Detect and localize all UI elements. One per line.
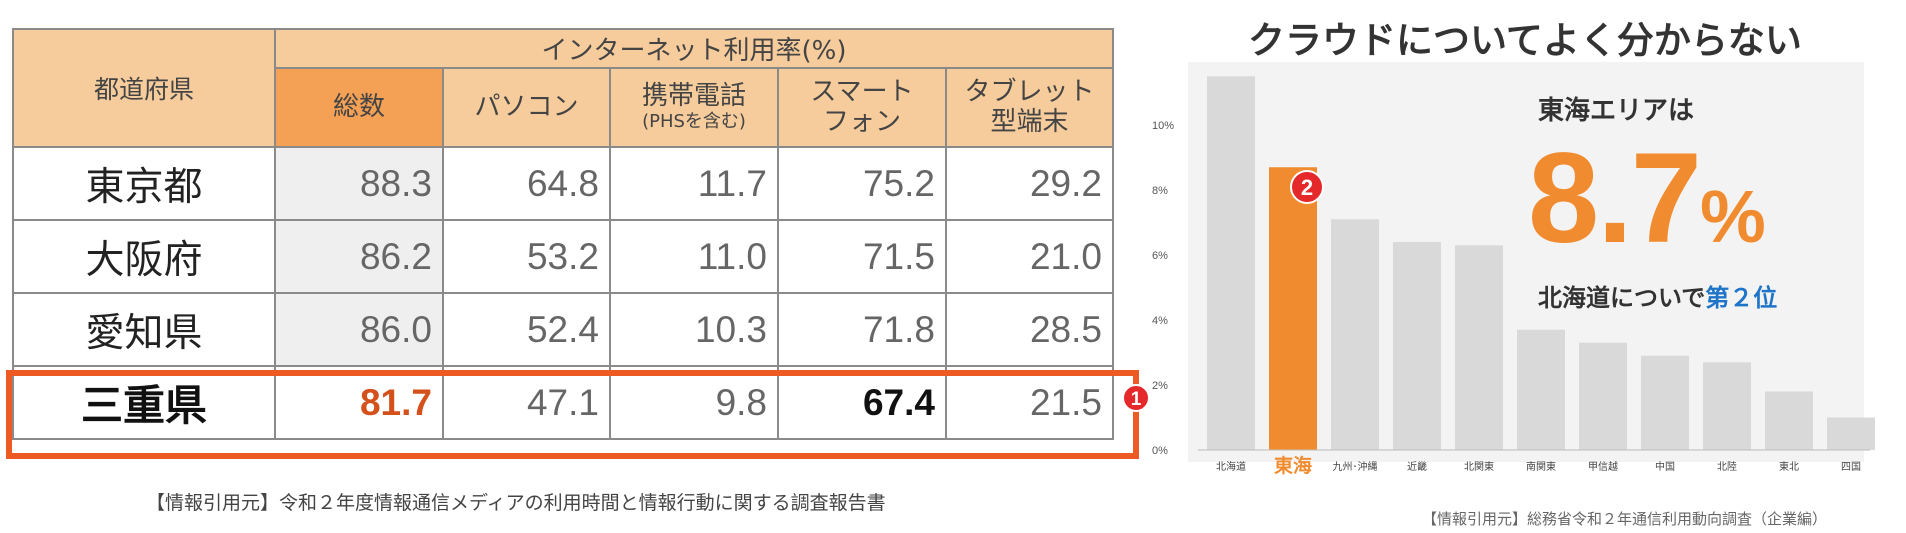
- bar-九州･沖縄: [1331, 219, 1379, 450]
- bar-甲信越: [1579, 342, 1627, 450]
- x-tick-label: 近畿: [1407, 460, 1427, 473]
- table-row: 愛知県 86.0 52.4 10.3 71.8 28.5: [12, 292, 1114, 367]
- prefecture-header: 都道府県: [12, 28, 276, 148]
- value-cell: 9.8: [609, 365, 779, 440]
- x-tick-label: 四国: [1841, 461, 1861, 473]
- bar-近畿: [1393, 242, 1441, 450]
- bar-中国: [1641, 355, 1689, 450]
- pref-cell: 愛知県: [12, 292, 276, 367]
- x-tick-label: 東海: [1274, 454, 1312, 477]
- pref-cell: 三重県: [12, 365, 276, 440]
- value-cell: 21.0: [945, 219, 1114, 294]
- value-cell: 71.5: [777, 219, 947, 294]
- value-cell: 53.2: [442, 219, 611, 294]
- y-tick-label: 6%: [1152, 250, 1168, 262]
- x-tick-label: 北海道: [1216, 460, 1246, 473]
- x-tick-label: 中国: [1655, 460, 1675, 473]
- col-header-smartphone: スマート フォン: [777, 67, 947, 148]
- bar-北陸: [1703, 362, 1751, 450]
- x-tick-label: 北関東: [1464, 460, 1494, 473]
- bar-東北: [1765, 391, 1813, 450]
- x-tick-label: 甲信越: [1588, 460, 1618, 473]
- bar-chart: 0% 2% 4% 6% 8% 10% 北海道 東海 九州･沖縄 近畿 北関東 南関東 甲信越 中国 北陸 東北…: [1152, 76, 1875, 477]
- value-cell: 64.8: [442, 146, 611, 221]
- col-header-mobile: 携帯電話 (PHSを含む): [609, 67, 779, 148]
- number-badge-1: 1: [1122, 384, 1150, 412]
- value-cell: 47.1: [442, 365, 611, 440]
- x-tick-label: 南関東: [1526, 460, 1556, 473]
- value-cell: 11.0: [609, 219, 779, 294]
- pref-cell: 東京都: [12, 146, 276, 221]
- value-cell: 52.4: [442, 292, 611, 367]
- value-cell: 86.0: [274, 292, 444, 367]
- bar-東海: [1269, 167, 1317, 450]
- table-row: 大阪府 86.2 53.2 11.0 71.5 21.0: [12, 219, 1114, 294]
- value-cell: 67.4: [777, 365, 947, 440]
- number-badge-2: 2: [1290, 170, 1324, 204]
- x-tick-label: 北陸: [1717, 460, 1737, 473]
- value-cell: 88.3: [274, 146, 444, 221]
- col-header-tablet: タブレット 型端末: [945, 67, 1114, 148]
- y-tick-label: 0%: [1152, 445, 1168, 457]
- internet-usage-table: 都道府県 インターネット利用率(%) 総数 パソコン 携帯電話 (PHSを含む) …: [12, 28, 1114, 440]
- y-tick-label: 2%: [1152, 380, 1168, 392]
- value-cell: 10.3: [609, 292, 779, 367]
- bar-四国: [1827, 417, 1875, 450]
- value-cell: 28.5: [945, 292, 1114, 367]
- callout-value: 8.7%: [1528, 127, 1766, 270]
- value-cell: 86.2: [274, 219, 444, 294]
- table-source-note: 【情報引用元】令和２年度情報通信メディアの利用時間と情報行動に関する調査報告書: [146, 492, 886, 514]
- chart-title: クラウドについてよく分からない: [1248, 19, 1802, 62]
- col-header-pc: パソコン: [442, 67, 611, 148]
- y-tick-label: 10%: [1152, 120, 1174, 132]
- callout-title: 東海エリアは: [1538, 96, 1695, 126]
- col-header-total: 総数: [274, 67, 444, 148]
- callout-subtitle: 北海道についで第２位: [1538, 284, 1778, 312]
- pref-cell: 大阪府: [12, 219, 276, 294]
- chart-source-note: 【情報引用元】総務省令和２年通信利用動向調査（企業編）: [1422, 510, 1828, 528]
- bar-南関東: [1517, 329, 1565, 450]
- highlight-frame: [6, 370, 1139, 459]
- internet-usage-table-wrap: 都道府県 インターネット利用率(%) 総数 パソコン 携帯電話 (PHSを含む) …: [12, 28, 1114, 440]
- bar-北海道: [1207, 76, 1255, 450]
- value-cell: 75.2: [777, 146, 947, 221]
- table-row: 東京都 88.3 64.8 11.7 75.2 29.2: [12, 146, 1114, 221]
- y-tick-label: 8%: [1152, 185, 1168, 197]
- x-tick-label: 九州･沖縄: [1333, 460, 1378, 473]
- table-row-highlighted: 三重県 81.7 47.1 9.8 67.4 21.5: [12, 365, 1114, 440]
- value-cell: 81.7: [274, 365, 444, 440]
- usage-rate-group-header: インターネット利用率(%): [274, 28, 1114, 69]
- value-cell: 21.5: [945, 365, 1114, 440]
- bar-北関東: [1455, 245, 1503, 450]
- value-cell: 29.2: [945, 146, 1114, 221]
- x-tick-label: 東北: [1779, 460, 1799, 473]
- value-cell: 71.8: [777, 292, 947, 367]
- y-tick-label: 4%: [1152, 315, 1168, 327]
- value-cell: 11.7: [609, 146, 779, 221]
